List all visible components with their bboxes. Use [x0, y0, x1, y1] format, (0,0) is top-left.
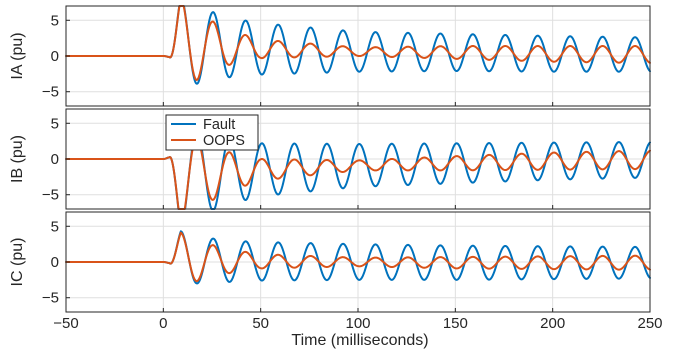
legend-box	[165, 114, 259, 151]
x-tick-label: 50	[252, 315, 269, 332]
x-tick-label: 200	[540, 315, 565, 332]
x-tick-label: 100	[345, 315, 370, 332]
y-tick-label: −5	[42, 290, 59, 307]
x-tick-label: 250	[637, 315, 662, 332]
legend: Fault OOPS	[165, 114, 259, 151]
x-tick-label: −50	[53, 315, 78, 332]
y-tick-label: 5	[51, 115, 59, 132]
y-tick-label: 0	[51, 254, 59, 271]
y-tick-label: 0	[51, 48, 59, 65]
panel-ia: −5 0 5 IA (pu)	[9, 5, 651, 107]
x-tick-label: 150	[443, 315, 468, 332]
y-axis-label-ia: IA (pu)	[9, 32, 26, 79]
panel-ib: −5 0 5 IB (pu)	[9, 108, 651, 210]
legend-label-oops: OOPS	[203, 133, 245, 149]
x-axis-label: Time (milliseconds)	[291, 332, 428, 349]
series-oops-ic	[65, 231, 651, 283]
y-tick-label: 5	[51, 12, 59, 29]
y-tick-label: −5	[42, 84, 59, 101]
x-tick-label: 0	[159, 315, 167, 332]
series-oops-ia	[65, 5, 651, 81]
y-tick-label: −5	[42, 187, 59, 204]
legend-label-fault: Fault	[203, 117, 235, 133]
y-tick-label: 5	[51, 218, 59, 235]
y-axis-label-ic: IC (pu)	[9, 238, 26, 287]
series-oops-ib	[65, 136, 651, 210]
y-axis-label-ib: IB (pu)	[9, 135, 26, 183]
y-tick-label: 0	[51, 151, 59, 168]
